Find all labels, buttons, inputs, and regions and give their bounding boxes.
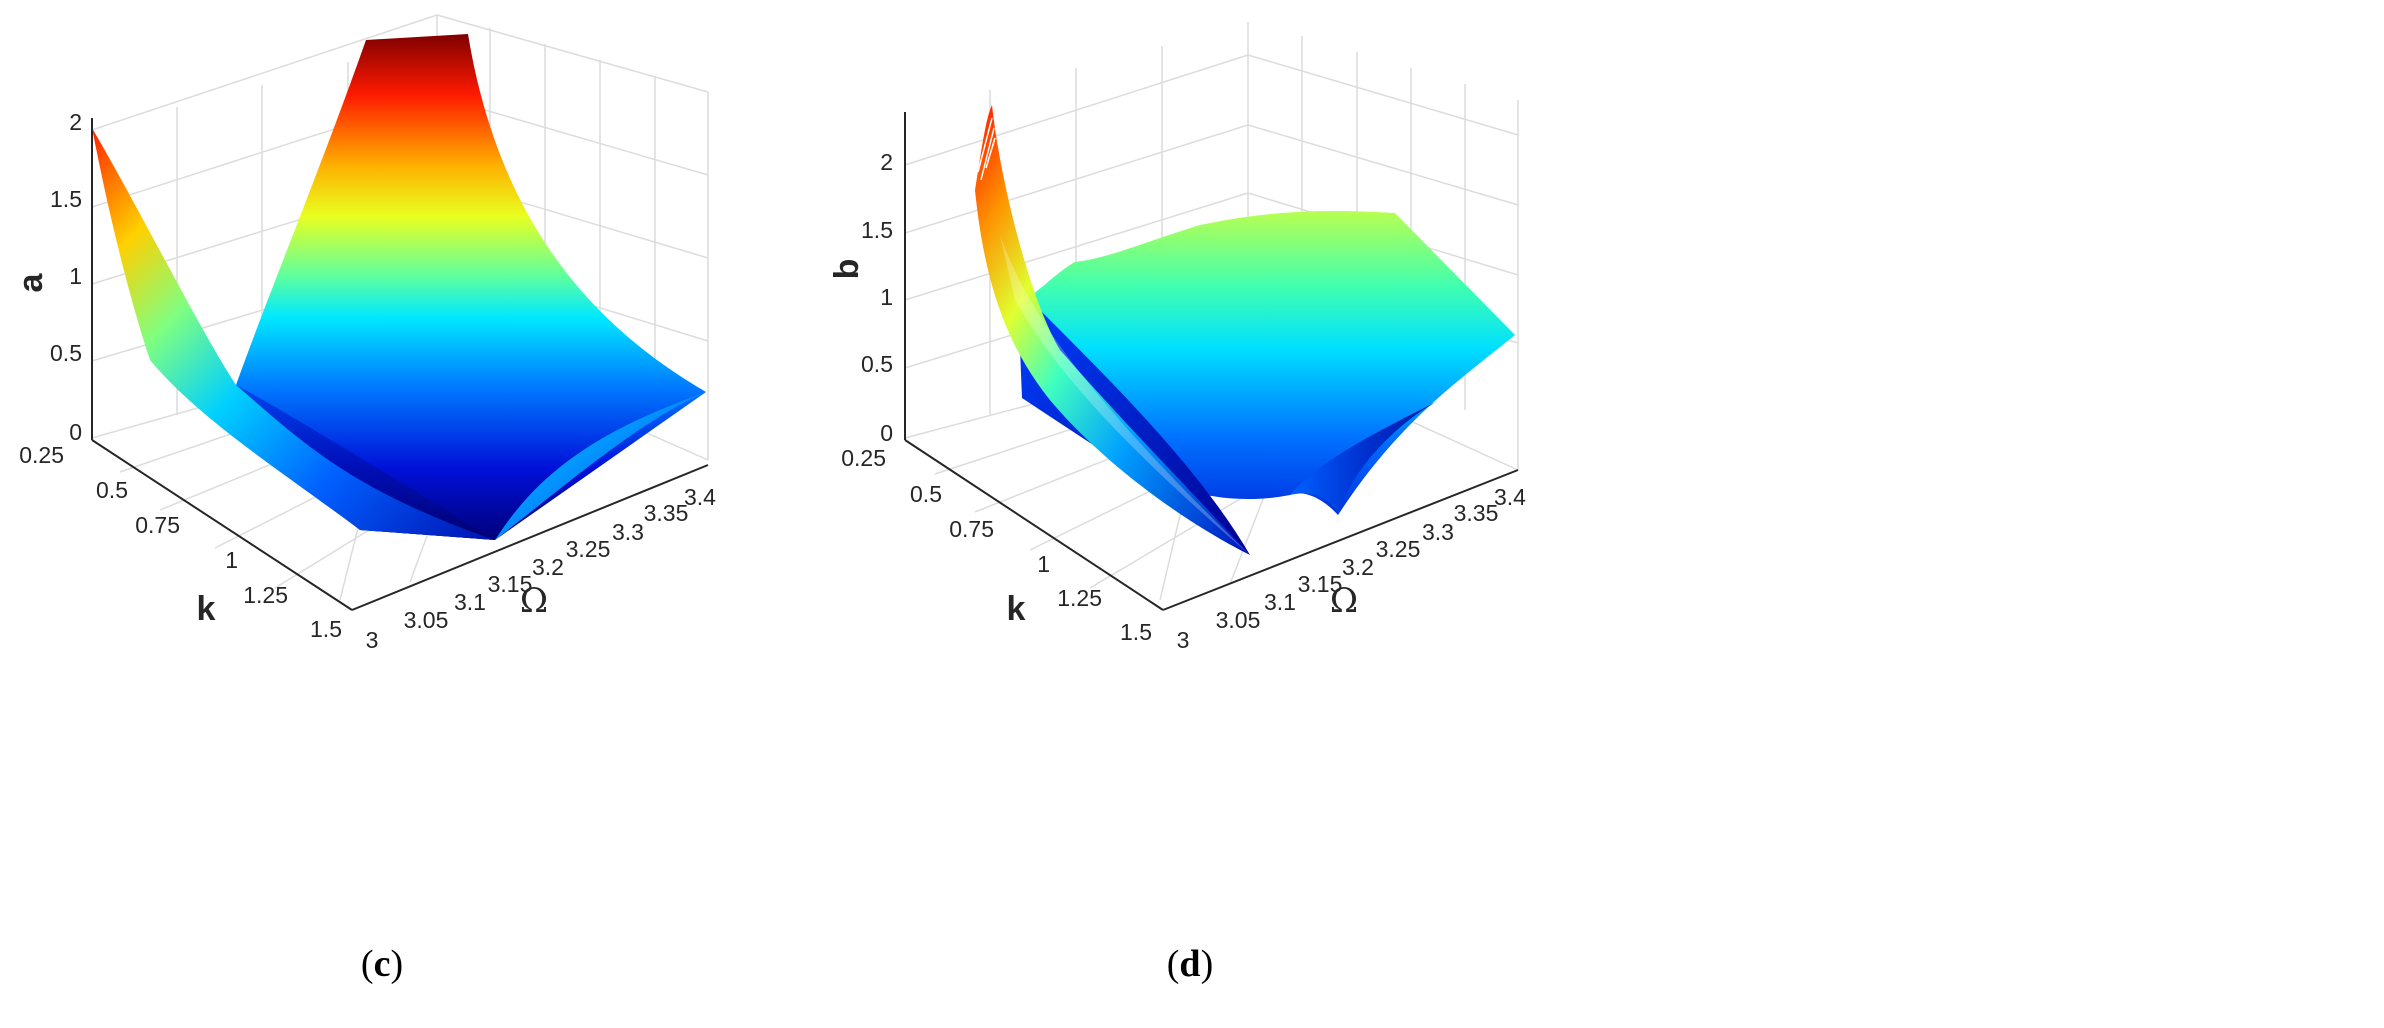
panel-c-surface-left-sheet xyxy=(92,128,495,540)
panel-c-omega-tick: 3.1 xyxy=(454,589,486,615)
panel-c-axes xyxy=(91,118,709,611)
panel-c-omega-tick: 3.05 xyxy=(404,607,449,633)
panel-c-k-tick: 1 xyxy=(225,547,238,573)
panel-d-k-tick: 0.25 xyxy=(841,445,886,471)
panel-d-surface-dark-fin-left xyxy=(1018,300,1250,555)
panel-c-z-tick: 0 xyxy=(69,419,82,445)
panel-c-omega-tick: 3.2 xyxy=(532,554,564,580)
panel-c-omega-tick: 3.15 xyxy=(488,571,533,597)
panel-d-k-tick: 1.25 xyxy=(1057,585,1102,611)
panel-c-omega-tick: 3.25 xyxy=(566,536,611,562)
panel-d-omega-tick: 3.3 xyxy=(1422,519,1454,545)
panel-d-k-label: k xyxy=(1007,590,1026,628)
panel-d-omega-tick: 3.4 xyxy=(1494,484,1526,510)
panel-c-k-tick: 1.5 xyxy=(310,616,342,642)
panel-c-omega-ticks: 3 3.05 3.1 3.15 3.2 3.25 3.3 3.35 3.4 xyxy=(366,484,717,653)
panel-c-k-tick: 0.25 xyxy=(19,442,64,468)
panel-c-omega-tick: 3 xyxy=(366,627,379,653)
panel-d-axes xyxy=(904,112,1519,611)
panel-d-omega-tick: 3.25 xyxy=(1376,536,1421,562)
panel-d-omega-tick: 3.05 xyxy=(1216,607,1261,633)
panel-d-omega-tick: 3 xyxy=(1177,627,1190,653)
panel-c-caption-letter: c xyxy=(374,943,391,985)
panel-d-k-tick: 0.75 xyxy=(949,516,994,542)
panel-d-z-tick: 2 xyxy=(880,149,893,175)
panel-d-z-tick: 1 xyxy=(880,284,893,310)
panel-c-omega-label: Ω xyxy=(520,581,548,621)
panel-c-z-tick: 2 xyxy=(69,109,82,135)
panel-d-k-tick: 1.5 xyxy=(1120,619,1152,645)
panel-c-k-label: k xyxy=(197,590,216,628)
panel-c-k-tick: 0.75 xyxy=(135,512,180,538)
panel-c-omega-tick: 3.3 xyxy=(612,519,644,545)
panel-d-omega-ticks: 3 3.05 3.1 3.15 3.2 3.25 3.3 3.35 3.4 xyxy=(1177,484,1527,653)
panel-d-caption-letter: d xyxy=(1179,943,1200,985)
panel-d-omega-tick: 3.2 xyxy=(1342,554,1374,580)
panel-d-z-ticks: 0 0.5 1 1.5 2 xyxy=(861,149,893,446)
panel-c-k-ticks: 0.25 0.5 0.75 1 1.25 1.5 xyxy=(19,442,342,642)
panel-c-caption: (c) xyxy=(361,943,403,985)
panel-c-k-tick: 0.5 xyxy=(96,477,128,503)
panel-d-caption: (d) xyxy=(1167,943,1213,985)
panel-d-surface-back-sheet xyxy=(1025,210,1515,515)
panel-c-z-tick: 1 xyxy=(69,263,82,289)
panel-d-omega-tick: 3.35 xyxy=(1454,500,1499,526)
panel-d-k-tick: 0.5 xyxy=(910,481,942,507)
panel-d-z-tick: 0.5 xyxy=(861,351,893,377)
panel-d-k-tick: 1 xyxy=(1037,551,1050,577)
panel-c-z-ticks: 0 0.5 1 1.5 2 xyxy=(50,109,82,445)
panel-c-z-tick: 1.5 xyxy=(50,186,82,212)
panel-c-surface xyxy=(92,34,706,540)
panel-c-omega-tick: 3.4 xyxy=(684,484,716,510)
panel-c-k-tick: 1.25 xyxy=(243,582,288,608)
panel-c-surface-plot: 0 0.5 1 1.5 2 a 0.25 0.5 0.75 1 1.25 1.5… xyxy=(12,14,717,985)
panel-c-omega-tick: 3.35 xyxy=(644,500,689,526)
panel-d-z-tick: 0 xyxy=(880,420,893,446)
panel-d-surface-plot: 0 0.5 1 1.5 2 b 0.25 0.5 0.75 1 1.25 1.5… xyxy=(828,22,1526,985)
panel-d-surface xyxy=(975,105,1515,555)
panel-d-surface-left-sheet xyxy=(975,105,1250,555)
panel-d-omega-tick: 3.15 xyxy=(1298,571,1343,597)
panel-d-omega-tick: 3.1 xyxy=(1264,589,1296,615)
panel-c-z-label: a xyxy=(12,272,50,292)
panel-d-surface-dark-fin-right xyxy=(1290,400,1440,515)
panel-d-surface-glitch-lines xyxy=(977,117,996,181)
panel-d-z-tick: 1.5 xyxy=(861,217,893,243)
panel-c-z-tick: 0.5 xyxy=(50,340,82,366)
panel-d-omega-label: Ω xyxy=(1330,581,1358,621)
panel-c-surface-back xyxy=(236,34,706,540)
panel-d-k-ticks: 0.25 0.5 0.75 1 1.25 1.5 xyxy=(841,445,1152,645)
panel-c-surface-dark-valley xyxy=(236,385,495,540)
panel-d-z-label: b xyxy=(828,259,866,280)
